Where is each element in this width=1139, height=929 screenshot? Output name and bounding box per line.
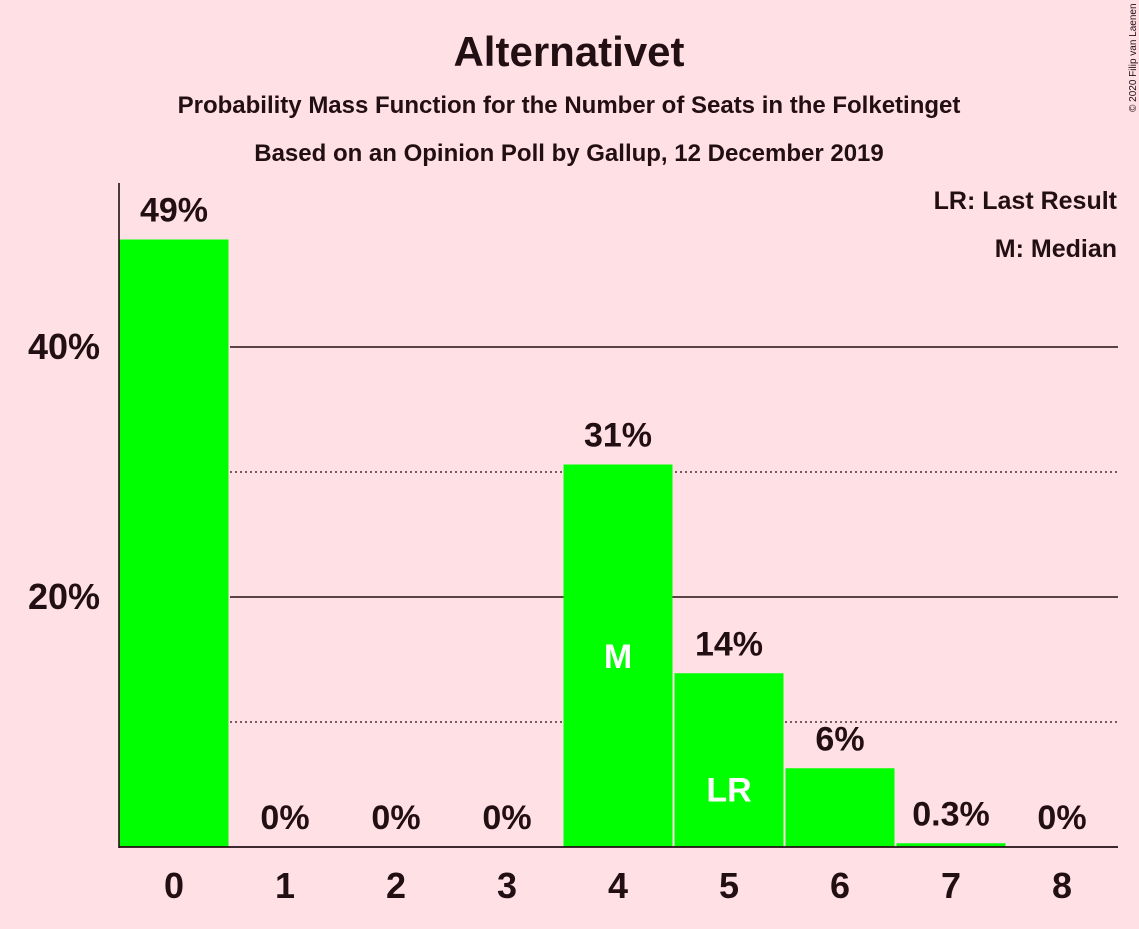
bar-marker-M: M — [604, 638, 632, 676]
copyright-text: © 2020 Filip van Laenen — [1128, 3, 1139, 112]
bar-6 — [785, 768, 895, 847]
x-tick-label: 8 — [1052, 865, 1072, 906]
value-label-8: 0% — [1037, 799, 1086, 837]
legend-last-result: LR: Last Result — [934, 187, 1118, 215]
x-tick-label: 7 — [941, 865, 961, 906]
value-label-1: 0% — [260, 799, 309, 837]
chart-subtitle-2: Based on an Opinion Poll by Gallup, 12 D… — [254, 140, 884, 167]
chart-subtitle: Probability Mass Function for the Number… — [178, 92, 961, 119]
value-label-0: 49% — [140, 192, 208, 230]
bars — [119, 239, 1006, 847]
chart-title: Alternativet — [453, 28, 684, 75]
value-label-4: 31% — [584, 417, 652, 455]
bar-marker-LR: LR — [706, 772, 751, 810]
x-tick-label: 4 — [608, 865, 628, 906]
labels: 20%40%49%00%10%20%331%M414%LR56%60.3%70%… — [28, 192, 1087, 907]
axes — [118, 183, 1118, 848]
x-tick-label: 0 — [164, 865, 184, 906]
value-label-3: 0% — [482, 799, 531, 837]
bar-4 — [563, 464, 673, 847]
value-label-5: 14% — [695, 625, 763, 663]
bar-5 — [674, 673, 784, 847]
value-label-6: 6% — [815, 720, 864, 758]
x-tick-label: 6 — [830, 865, 850, 906]
y-tick-label: 40% — [28, 326, 100, 367]
bar-7 — [896, 843, 1006, 847]
value-label-2: 0% — [371, 799, 420, 837]
x-tick-label: 2 — [386, 865, 406, 906]
x-tick-label: 3 — [497, 865, 517, 906]
legend-median: M: Median — [995, 235, 1117, 263]
value-label-7: 0.3% — [912, 795, 990, 833]
x-tick-label: 1 — [275, 865, 295, 906]
x-tick-label: 5 — [719, 865, 739, 906]
bar-0 — [119, 239, 229, 847]
gridlines — [230, 346, 1118, 723]
y-tick-label: 20% — [28, 576, 100, 617]
